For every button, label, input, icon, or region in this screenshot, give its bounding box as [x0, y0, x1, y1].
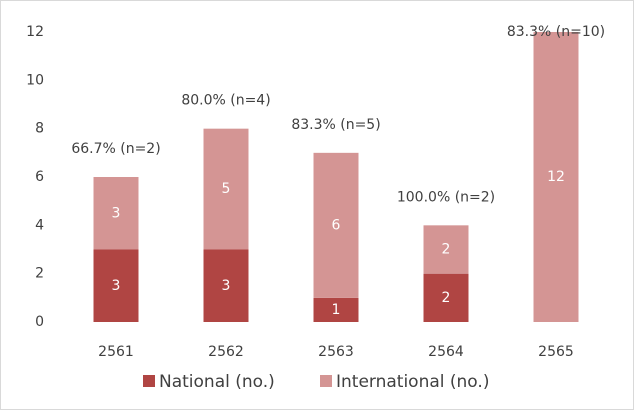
- legend-label: National (no.): [159, 372, 275, 392]
- annotation: 83.3% (n=10): [507, 24, 605, 40]
- annotation: 66.7% (n=2): [71, 141, 160, 157]
- x-tick-label: 2562: [208, 344, 244, 360]
- y-tick-label: 2: [35, 266, 44, 282]
- x-tick-label: 2565: [538, 344, 574, 360]
- bar-segment: [203, 128, 249, 250]
- legend-label: International (no.): [336, 372, 489, 392]
- value-label: 5: [222, 181, 231, 197]
- y-tick-label: 12: [26, 24, 44, 40]
- value-label: 3: [112, 205, 121, 221]
- y-tick-label: 4: [35, 217, 44, 233]
- x-tick-label: 2561: [98, 344, 134, 360]
- annotation: 80.0% (n=4): [181, 93, 270, 109]
- bar-segment: [93, 249, 139, 322]
- value-label: 3: [222, 278, 231, 294]
- annotation: 100.0% (n=2): [397, 189, 495, 205]
- y-tick-label: 8: [35, 121, 44, 137]
- bar-segment: [423, 225, 469, 274]
- value-label: 1: [332, 302, 341, 318]
- value-label: 3: [112, 278, 121, 294]
- legend-swatch: [143, 375, 155, 387]
- annotation: 83.3% (n=5): [291, 117, 380, 133]
- value-label: 2: [442, 290, 451, 306]
- y-tick-label: 0: [35, 314, 44, 330]
- x-tick-label: 2564: [428, 344, 464, 360]
- bar-segment: [313, 297, 359, 322]
- bar-segment: [203, 249, 249, 322]
- y-tick-label: 6: [35, 169, 44, 185]
- value-label: 12: [547, 169, 565, 185]
- bar-segment: [533, 32, 579, 322]
- value-label: 6: [332, 217, 341, 233]
- x-tick-label: 2563: [318, 344, 354, 360]
- y-tick-label: 10: [26, 72, 44, 88]
- bar-segment: [423, 273, 469, 322]
- bar-segment: [313, 152, 359, 298]
- legend-swatch: [320, 375, 332, 387]
- value-label: 2: [442, 242, 451, 258]
- bar-segment: [93, 177, 139, 250]
